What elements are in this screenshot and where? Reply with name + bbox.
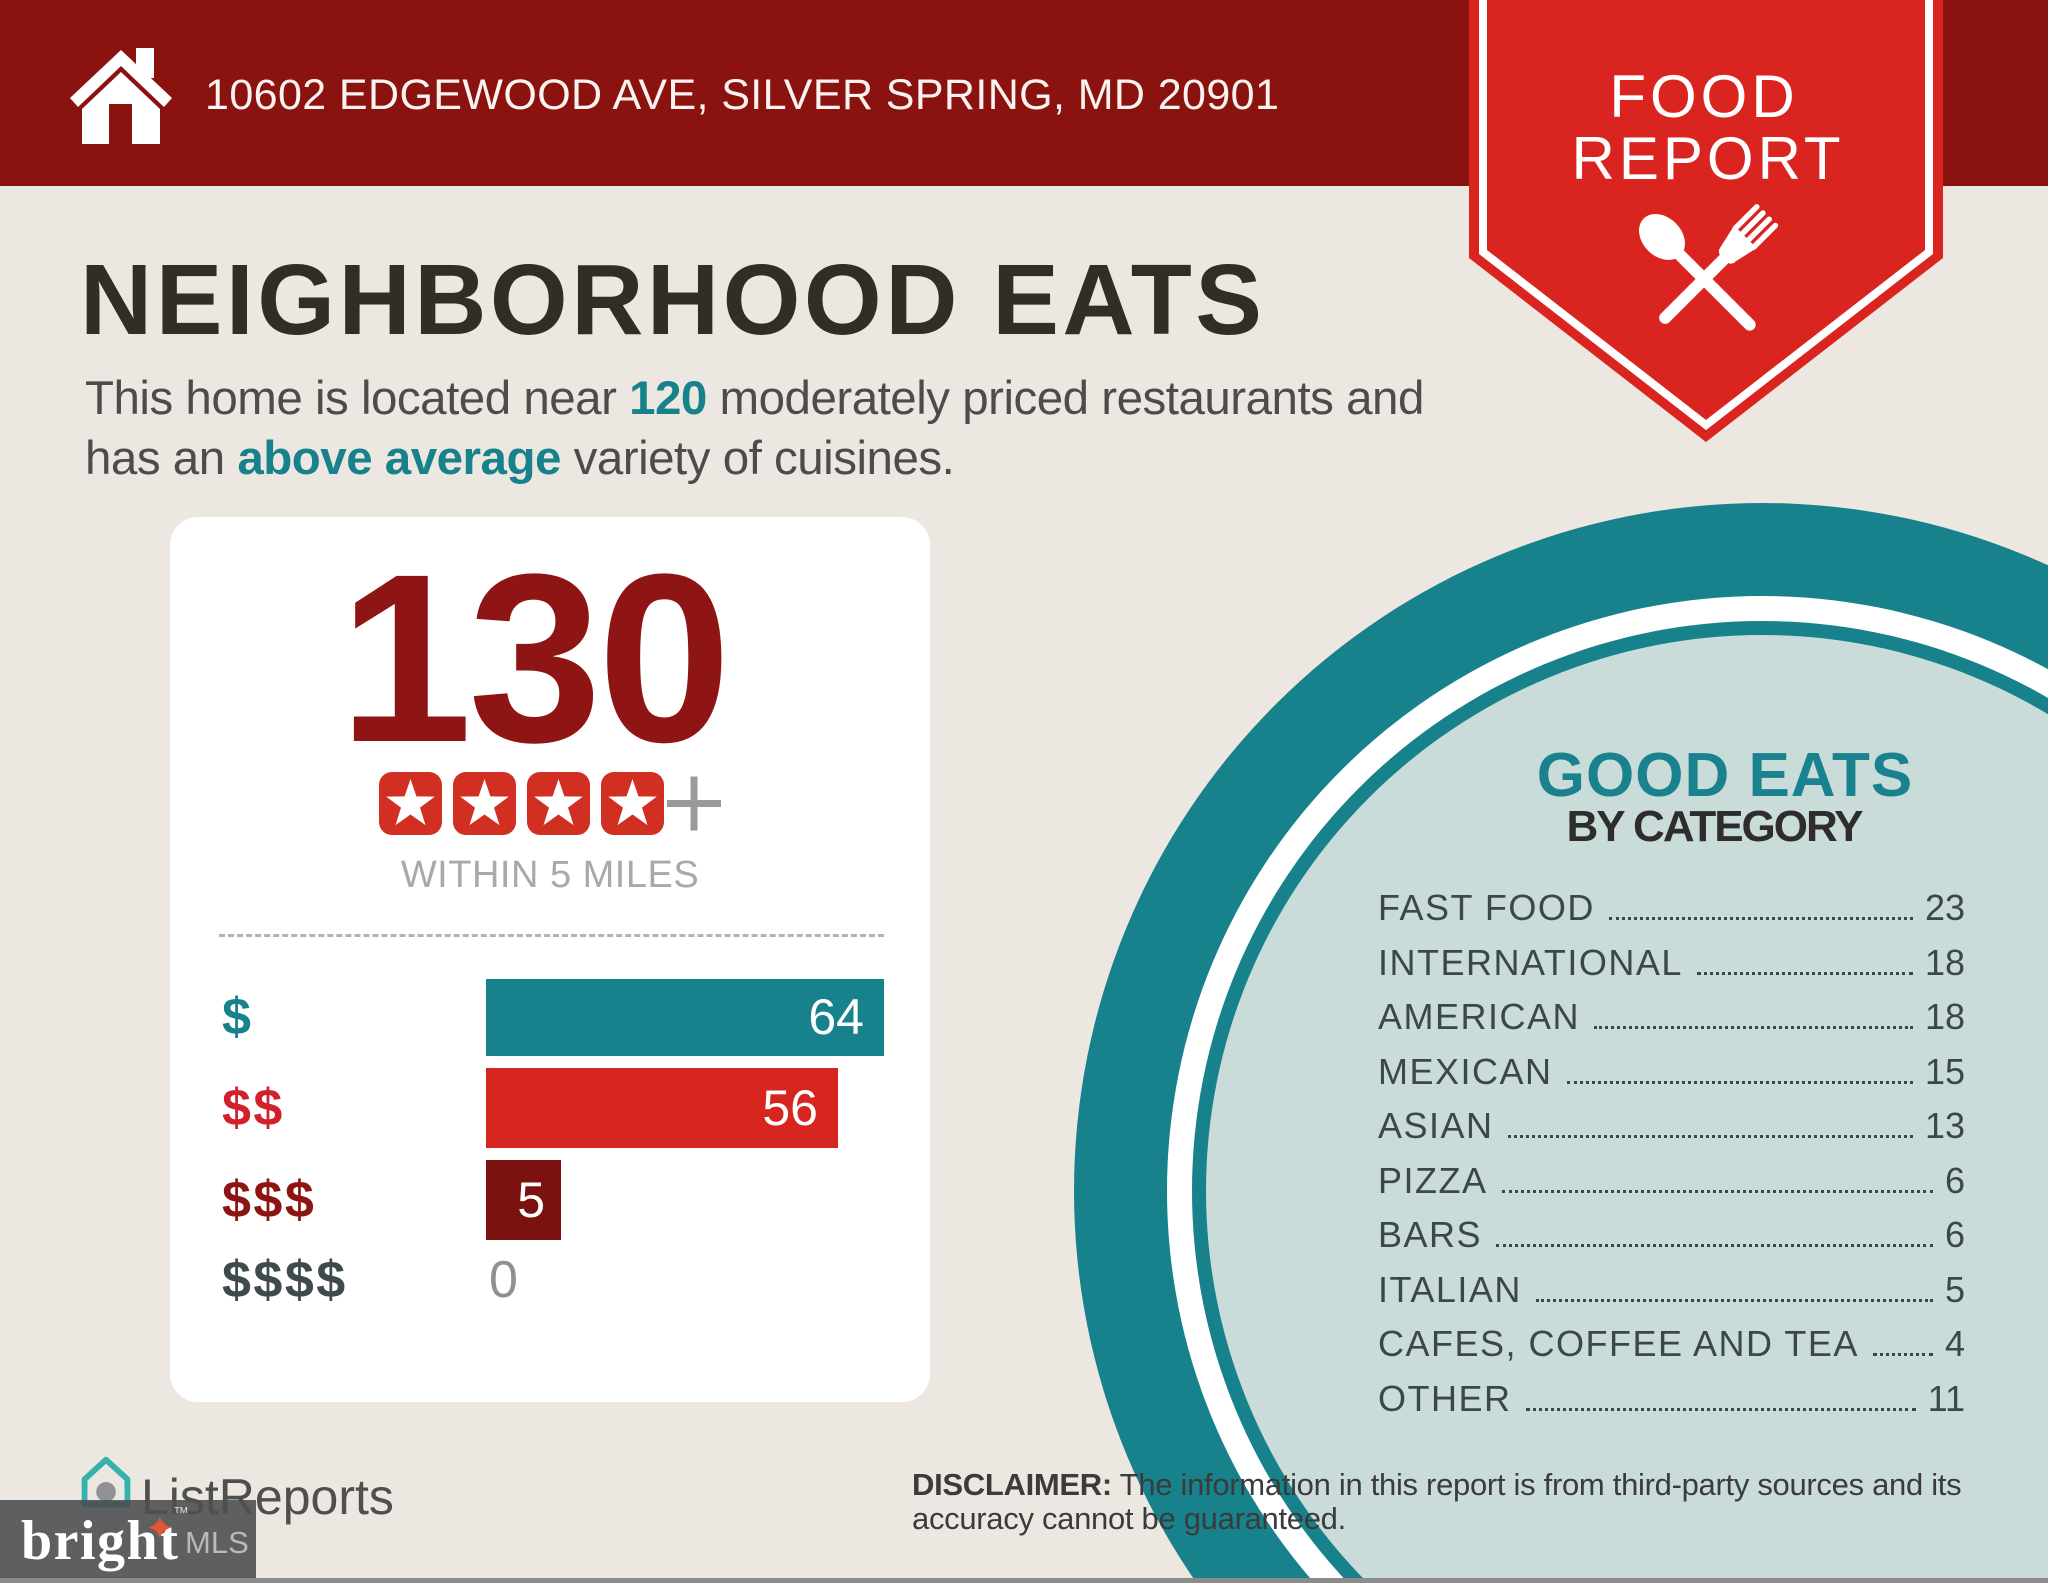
svg-text:FOOD: FOOD — [1609, 63, 1798, 130]
svg-text:REPORT: REPORT — [1572, 125, 1845, 192]
